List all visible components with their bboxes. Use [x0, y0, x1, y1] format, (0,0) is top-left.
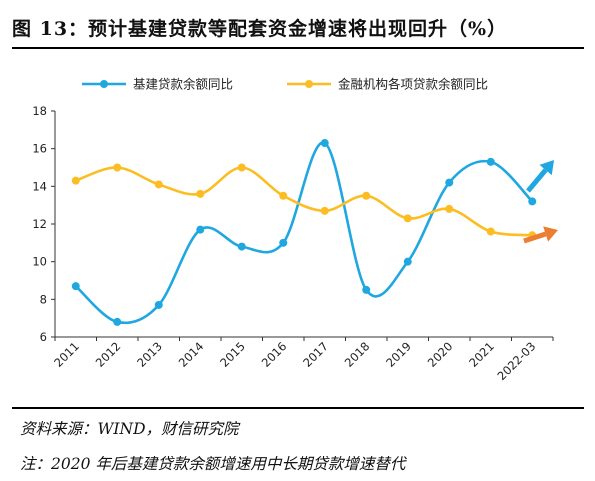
legend-marker-infra-loan	[100, 80, 108, 88]
data-point-infra-loan	[486, 157, 495, 166]
x-tick-label: 2013	[134, 339, 165, 370]
x-tick-label: 2022-03	[494, 339, 538, 383]
x-tick-label: 2011	[51, 339, 82, 370]
y-tick-label: 14	[32, 179, 47, 193]
footnote: 注：2020 年后基建贷款余额增速用中长期贷款增速替代	[20, 455, 406, 473]
data-point-total-loan	[362, 191, 371, 200]
data-point-total-loan	[196, 189, 205, 198]
chart-area: 6 8 10 12 14 16 18 2011 2012 2013 2014 2015 2016 2017…	[32, 77, 558, 383]
data-point-infra-loan	[237, 242, 246, 251]
data-point-total-loan	[486, 227, 495, 236]
data-point-total-loan	[154, 180, 163, 189]
data-point-total-loan	[403, 214, 412, 223]
data-point-total-loan	[237, 163, 246, 172]
x-tick-label: 2021	[466, 339, 497, 370]
bottom-rule	[12, 407, 584, 409]
y-tick-label: 10	[32, 255, 47, 269]
y-tick-label: 12	[32, 217, 47, 231]
data-point-infra-loan	[113, 317, 122, 326]
y-tick-label: 6	[40, 330, 47, 344]
data-point-infra-loan	[279, 238, 288, 247]
data-point-infra-loan	[362, 285, 371, 294]
chart-title: 图 13：预计基建贷款等配套资金增速将出现回升（%）	[12, 18, 508, 40]
legend-label-total-loan: 金融机构各项贷款余额同比	[338, 77, 488, 92]
data-point-infra-loan	[154, 300, 163, 309]
legend-marker-total-loan	[305, 80, 313, 88]
arrow-up-infra-shaft	[526, 168, 548, 193]
data-point-infra-loan	[196, 225, 205, 234]
x-tick-label: 2018	[342, 339, 373, 370]
x-tick-label: 2020	[425, 339, 456, 370]
data-point-infra-loan	[403, 257, 412, 266]
x-tick-label: 2016	[259, 339, 290, 370]
arrow-up-total-head	[543, 226, 558, 242]
data-point-infra-loan	[320, 139, 329, 148]
x-tick-label: 2014	[176, 339, 207, 370]
x-tick-label: 2012	[93, 339, 124, 370]
legend-label-infra-loan: 基建贷款余额同比	[133, 77, 233, 92]
data-point-infra-loan	[71, 282, 80, 291]
data-point-infra-loan	[528, 197, 537, 206]
data-point-total-loan	[71, 176, 80, 185]
series-line-total-loan	[75, 166, 533, 237]
x-tick-label: 2015	[217, 339, 248, 370]
data-point-infra-loan	[445, 178, 454, 187]
y-tick-label: 18	[32, 104, 47, 118]
y-tick-label: 16	[32, 142, 47, 156]
data-point-total-loan	[445, 204, 454, 213]
x-tick-label: 2019	[383, 339, 414, 370]
data-point-total-loan	[320, 206, 329, 215]
arrow-up-total-shaft	[523, 231, 547, 244]
data-point-total-loan	[113, 163, 122, 172]
y-tick-label: 8	[40, 292, 47, 306]
series-line-infra-loan	[74, 141, 534, 325]
source-note: 资料来源：WIND，财信研究院	[20, 420, 239, 438]
arrow-up-infra-head	[539, 160, 554, 176]
top-rule	[12, 47, 584, 49]
data-point-total-loan	[279, 191, 288, 200]
x-tick-label: 2017	[300, 339, 331, 370]
